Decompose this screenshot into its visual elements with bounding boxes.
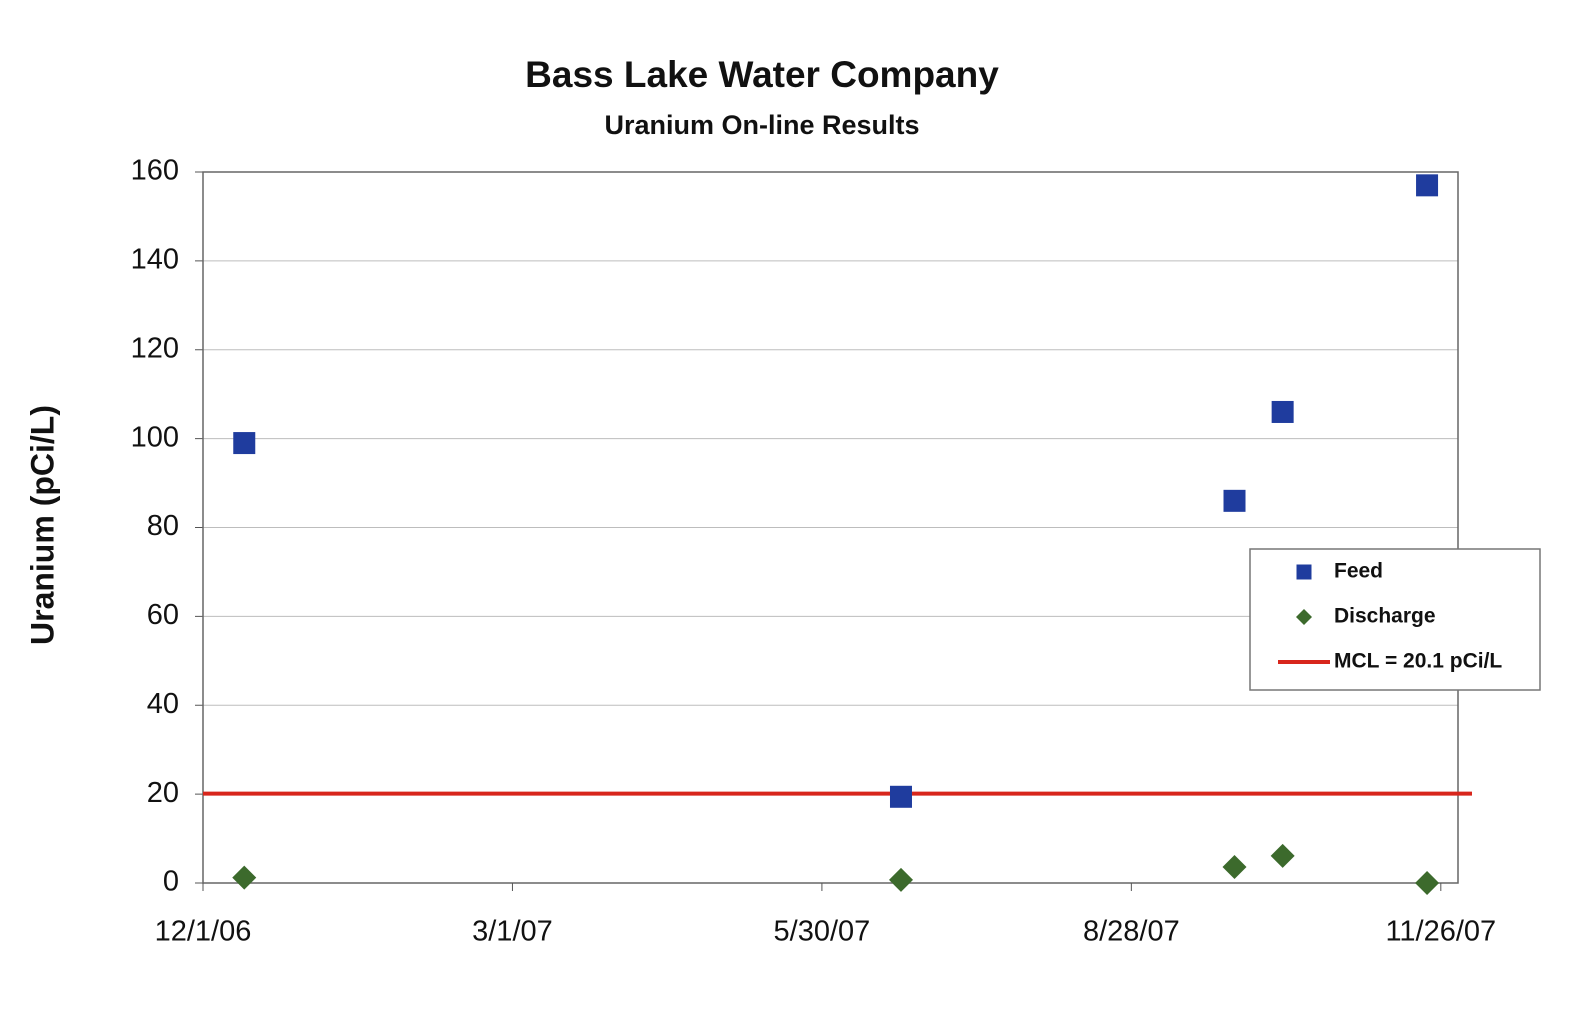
y-tick-label: 0 xyxy=(163,866,179,898)
x-tick-label: 12/1/06 xyxy=(155,916,252,948)
chart-subtitle: Uranium On-line Results xyxy=(604,110,919,140)
point xyxy=(888,867,913,892)
x-tick-label: 8/28/07 xyxy=(1083,916,1180,948)
legend: Feed Discharge MCL = 20.1 pCi/L xyxy=(1249,548,1541,691)
point xyxy=(233,432,256,455)
y-axis-label: Uranium (pCi/L) xyxy=(24,405,60,645)
y-tick-label: 140 xyxy=(131,244,179,276)
point xyxy=(232,865,257,890)
legend-marker xyxy=(1296,609,1312,625)
legend-label: Feed xyxy=(1334,560,1383,583)
point xyxy=(1222,855,1247,880)
y-tick-label: 160 xyxy=(131,155,179,187)
y-tick-label: 40 xyxy=(147,688,179,720)
point xyxy=(1271,400,1294,423)
y-tick-label: 20 xyxy=(147,777,179,809)
legend-label: MCL = 20.1 pCi/L xyxy=(1334,650,1502,673)
x-tick-label: 5/30/07 xyxy=(774,916,871,948)
point xyxy=(1415,871,1440,895)
point xyxy=(1223,489,1246,512)
point xyxy=(1270,843,1295,868)
plot-frame xyxy=(202,171,1459,884)
y-tick-label: 120 xyxy=(131,332,179,364)
x-tick-label: 11/26/07 xyxy=(1385,916,1496,948)
x-tick-label: 3/1/07 xyxy=(472,916,553,948)
y-tick-label: 60 xyxy=(147,599,179,631)
chart-title: Bass Lake Water Company xyxy=(525,54,999,95)
legend-label: Discharge xyxy=(1334,605,1436,628)
legend-marker xyxy=(1296,564,1312,580)
point xyxy=(1416,174,1439,197)
y-tick-label: 80 xyxy=(147,510,179,542)
point xyxy=(889,785,912,808)
y-tick-label: 100 xyxy=(131,421,179,453)
